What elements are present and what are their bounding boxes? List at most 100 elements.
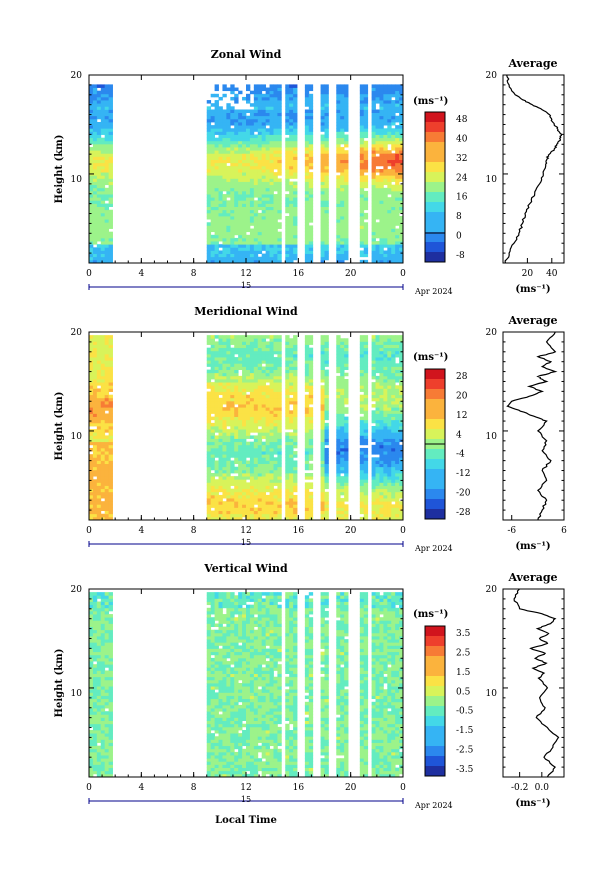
heatmap-cell xyxy=(304,84,310,88)
heatmap-cell xyxy=(304,253,310,258)
heatmap-cell xyxy=(371,234,376,239)
heatmap-cell xyxy=(391,140,396,145)
heatmap-cell xyxy=(226,347,231,352)
heatmap-cell xyxy=(375,375,380,380)
heatmap-cell xyxy=(371,357,376,361)
heatmap-cell xyxy=(269,494,274,499)
heatmap-cell xyxy=(242,432,247,436)
heatmap-cell xyxy=(214,347,219,352)
heatmap-cell xyxy=(238,194,243,198)
heatmap-cell xyxy=(104,394,110,399)
heatmap-cell xyxy=(363,466,369,471)
heatmap-cell xyxy=(320,181,325,186)
heatmap-cell xyxy=(304,115,310,120)
heatmap-cell xyxy=(100,357,106,361)
heatmap-cell xyxy=(218,206,223,211)
heatmap-cell xyxy=(230,147,235,151)
heatmap-cell xyxy=(379,96,384,101)
heatmap-cell xyxy=(257,178,263,182)
heatmap-cell xyxy=(273,482,278,486)
heatmap-cell xyxy=(238,338,243,342)
heatmap-cell xyxy=(269,256,274,261)
heatmap-cell xyxy=(226,469,231,474)
heatmap-cell xyxy=(285,169,290,173)
heatmap-cell xyxy=(359,476,365,480)
heatmap-cell xyxy=(399,90,403,95)
heatmap-cell xyxy=(379,244,384,248)
heatmap-cell xyxy=(387,87,392,92)
heatmap-cell xyxy=(226,247,231,251)
heatmap-cell xyxy=(273,125,278,129)
heatmap-cell xyxy=(371,181,376,186)
heatmap-cell xyxy=(226,432,231,436)
heatmap-cell xyxy=(269,178,274,182)
heatmap-cell xyxy=(371,460,376,464)
heatmap-cell xyxy=(304,372,310,377)
heatmap-cell xyxy=(387,375,392,380)
heatmap-cell xyxy=(242,426,247,430)
heatmap-cell xyxy=(391,172,396,176)
heatmap-cell xyxy=(108,134,113,139)
heatmap-cell xyxy=(399,100,403,104)
heatmap-cell xyxy=(238,234,243,239)
heatmap-cell xyxy=(222,250,227,254)
heatmap-cell xyxy=(261,435,267,439)
heatmap-cell xyxy=(100,341,106,345)
heatmap-cell xyxy=(293,128,298,132)
heatmap-cell xyxy=(92,125,98,129)
heatmap-cell xyxy=(344,181,349,186)
heatmap-cell xyxy=(214,466,219,471)
heatmap-cell xyxy=(96,494,102,499)
heatmap-cell xyxy=(269,353,274,358)
heatmap-cell xyxy=(108,426,113,430)
heatmap-cell xyxy=(371,106,376,110)
heatmap-cell xyxy=(320,200,325,204)
heatmap-cell xyxy=(344,212,349,217)
heatmap-cell xyxy=(108,159,113,164)
heatmap-cell xyxy=(371,225,376,229)
heatmap-cell xyxy=(206,194,212,198)
heatmap-cell xyxy=(257,118,263,123)
heatmap-cell xyxy=(363,212,369,217)
heatmap-cell xyxy=(336,125,341,129)
heatmap-cell xyxy=(277,231,282,236)
heatmap-cell xyxy=(391,222,396,226)
heatmap-cell xyxy=(324,404,329,408)
heatmap-cell xyxy=(340,488,345,493)
heatmap-cell xyxy=(363,197,369,201)
heatmap-cell xyxy=(249,388,255,392)
heatmap-cell xyxy=(383,404,388,408)
heatmap-cell xyxy=(359,112,365,117)
heatmap-cell xyxy=(320,172,325,176)
heatmap-cell xyxy=(100,203,106,207)
heatmap-cell xyxy=(92,231,98,236)
heatmap-cell xyxy=(238,172,243,176)
heatmap-cell xyxy=(383,397,388,402)
heatmap-cell xyxy=(92,165,98,170)
heatmap-cell xyxy=(226,338,231,342)
heatmap-cell xyxy=(265,187,270,192)
heatmap-cell xyxy=(246,422,251,427)
heatmap-cell xyxy=(206,513,212,518)
heatmap-cell xyxy=(206,112,212,117)
heatmap-cell xyxy=(379,335,384,339)
heatmap-cell xyxy=(379,115,384,120)
heatmap-cell xyxy=(379,485,384,490)
heatmap-cell xyxy=(230,237,235,242)
heatmap-cell xyxy=(340,206,345,211)
heatmap-cell xyxy=(371,404,376,408)
heatmap-cell xyxy=(371,397,376,402)
heatmap-cell xyxy=(269,394,274,399)
heatmap-cell xyxy=(285,350,290,355)
heatmap-cell xyxy=(320,153,325,157)
heatmap-cell xyxy=(257,441,263,446)
heatmap-cell xyxy=(324,253,329,258)
heatmap-cell xyxy=(92,385,98,389)
heatmap-cell xyxy=(257,422,263,427)
heatmap-cell xyxy=(391,447,396,452)
heatmap-cell xyxy=(238,244,243,248)
heatmap-cell xyxy=(108,353,113,358)
heatmap-cell xyxy=(257,122,263,126)
heatmap-cell xyxy=(340,115,345,120)
heatmap-cell xyxy=(242,209,247,214)
